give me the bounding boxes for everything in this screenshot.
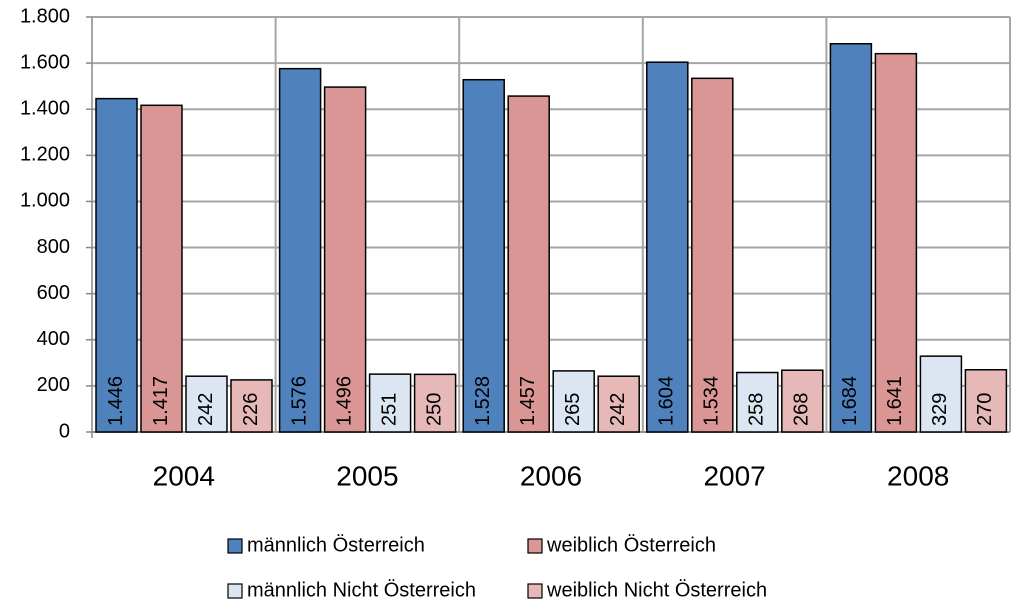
data-label: 329 bbox=[929, 393, 951, 426]
bar bbox=[552, 370, 595, 433]
legend-swatch bbox=[227, 538, 243, 554]
y-tick-label: 600 bbox=[37, 282, 70, 304]
data-label: 1.496 bbox=[333, 376, 355, 426]
legend-swatch bbox=[227, 583, 243, 599]
bar bbox=[691, 77, 734, 433]
legend-label: weiblich Nicht Österreich bbox=[546, 579, 767, 601]
bar bbox=[874, 52, 918, 433]
bar bbox=[95, 97, 138, 433]
x-tick-label: 2004 bbox=[153, 460, 215, 491]
data-label: 1.641 bbox=[884, 376, 906, 426]
y-tick-label: 400 bbox=[37, 328, 70, 350]
y-tick-label: 200 bbox=[37, 374, 70, 396]
y-tick-label: 1.400 bbox=[20, 98, 70, 120]
legend-label: männlich Nicht Österreich bbox=[247, 579, 476, 601]
bar bbox=[829, 42, 873, 433]
bar bbox=[507, 95, 550, 433]
y-tick-label: 1.800 bbox=[20, 5, 70, 27]
y-tick-label: 800 bbox=[37, 236, 70, 258]
bar bbox=[462, 78, 505, 433]
bar bbox=[368, 373, 412, 433]
bar bbox=[413, 373, 457, 433]
bar bbox=[278, 67, 322, 433]
bar bbox=[781, 369, 824, 433]
y-tick-label: 1.200 bbox=[20, 144, 70, 166]
data-label: 242 bbox=[195, 393, 217, 426]
data-label: 270 bbox=[974, 393, 996, 426]
legend-swatch bbox=[527, 583, 543, 599]
bar bbox=[646, 61, 689, 433]
bar bbox=[597, 375, 640, 433]
data-label: 226 bbox=[240, 393, 262, 426]
bar bbox=[736, 371, 779, 433]
x-tick-label: 2007 bbox=[703, 460, 765, 491]
data-label: 1.446 bbox=[105, 376, 127, 426]
data-label: 242 bbox=[607, 393, 629, 426]
y-tick-label: 1.600 bbox=[20, 51, 70, 73]
bar bbox=[964, 369, 1008, 433]
data-label: 1.684 bbox=[839, 376, 861, 426]
x-tick-label: 2008 bbox=[887, 460, 949, 491]
data-label: 1.417 bbox=[150, 376, 172, 426]
bar bbox=[230, 379, 273, 433]
data-label: 268 bbox=[791, 393, 813, 426]
legend-label: männlich Österreich bbox=[247, 534, 425, 556]
data-label: 1.457 bbox=[517, 376, 539, 426]
data-label: 1.604 bbox=[656, 376, 678, 426]
data-label: 251 bbox=[378, 393, 400, 426]
data-label: 1.576 bbox=[288, 376, 310, 426]
y-tick-label: 0 bbox=[59, 420, 70, 442]
data-label: 258 bbox=[746, 393, 768, 426]
data-label: 265 bbox=[562, 393, 584, 426]
x-tick-label: 2005 bbox=[336, 460, 398, 491]
bar bbox=[140, 104, 183, 433]
data-label: 1.534 bbox=[701, 376, 723, 426]
legend-label: weiblich Österreich bbox=[546, 534, 716, 556]
bar bbox=[919, 355, 963, 433]
legend-swatch bbox=[527, 538, 543, 554]
bar bbox=[323, 86, 367, 433]
y-tick-label: 1.000 bbox=[20, 190, 70, 212]
x-tick-label: 2006 bbox=[520, 460, 582, 491]
data-label: 1.528 bbox=[472, 376, 494, 426]
bar bbox=[185, 375, 228, 433]
data-label: 250 bbox=[423, 393, 445, 426]
